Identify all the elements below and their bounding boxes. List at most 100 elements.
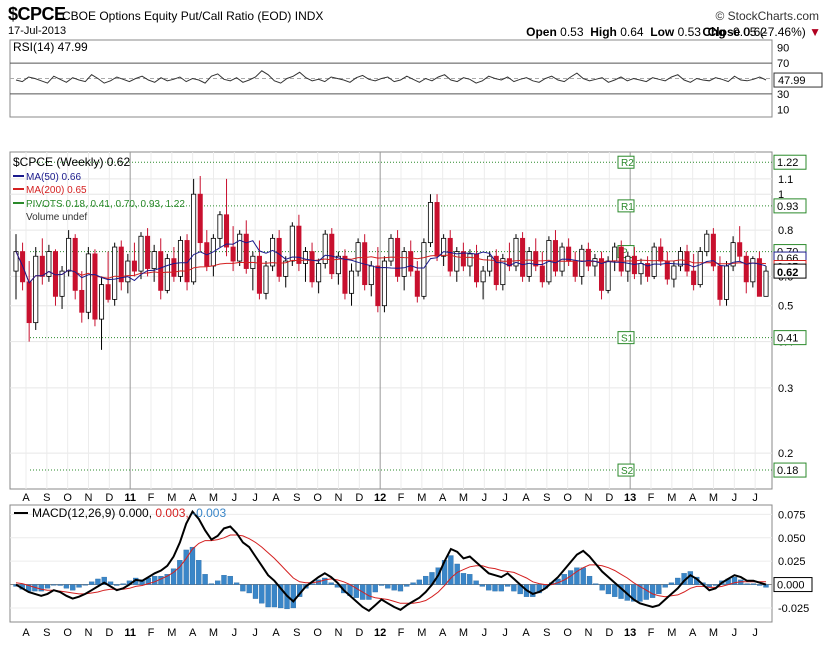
price-x-tick-label: M: [459, 492, 468, 504]
candle-body: [283, 260, 289, 277]
price-legend-title: $CPCE (Weekly) 0.62: [13, 155, 130, 169]
pivot-value-label: 1.22: [777, 157, 798, 169]
macd-hist-bar: [152, 575, 158, 585]
macd-x-tick-label: 11: [124, 627, 136, 639]
macd-x-tick-label: D: [355, 627, 363, 639]
ohlc-summary: Open 0.53 High 0.64 Low 0.53 Close 0.62: [526, 25, 767, 39]
price-x-tick-label: O: [63, 492, 72, 504]
macd-hist-bar: [82, 584, 88, 586]
macd-tick-label: 0.075: [778, 509, 806, 521]
macd-hist-bar: [612, 584, 618, 597]
macd-hist-bar: [378, 584, 385, 586]
close-label: Close: [707, 25, 741, 39]
price-x-tick-label: A: [439, 492, 447, 504]
macd-x-tick-label: A: [22, 627, 30, 639]
price-x-tick-label: J: [732, 492, 738, 504]
chg-value: -0.05 (-7.46%): [729, 25, 806, 39]
macd-hist-bar: [712, 584, 719, 586]
price-tick-label: 0.2: [778, 448, 793, 460]
candle-body: [638, 263, 644, 275]
macd-x-tick-label: F: [148, 627, 155, 639]
macd-hist-bar: [164, 574, 170, 585]
candle-body: [131, 260, 137, 272]
ma50-line: [15, 239, 767, 284]
macd-hist-bar: [586, 575, 593, 585]
macd-last-box: [773, 577, 813, 593]
macd-x-tick-label: J: [732, 627, 738, 639]
price-x-tick-label: J: [252, 492, 258, 504]
macd-x-tick-label: M: [209, 627, 218, 639]
pivot-tag-box: [617, 199, 635, 213]
rsi-series-line: [15, 70, 767, 84]
macd-hist-bar: [492, 584, 498, 592]
macd-signal-line: [15, 534, 766, 604]
macd-hist-bar: [215, 580, 221, 585]
candle-body: [408, 251, 414, 272]
macd-x-tick-label: O: [563, 627, 572, 639]
macd-x-tick-label: 13: [624, 627, 636, 639]
candle-body: [256, 255, 262, 294]
macd-hist-bar: [467, 574, 473, 585]
price-x-tick-label: D: [105, 492, 113, 504]
legend-ma200: MA(200) 0.65: [26, 185, 87, 196]
price-x-tick-label: D: [355, 492, 363, 504]
price-x-tick-label: O: [563, 492, 572, 504]
candle-body: [289, 225, 295, 262]
pivot-tag-label: S2: [621, 466, 634, 477]
candle-body: [691, 270, 697, 286]
candle-body: [618, 246, 624, 272]
macd-hist-bar: [511, 584, 517, 592]
macd-hist-bar: [574, 567, 580, 585]
macd-hist-bar: [158, 575, 164, 585]
candle-body: [414, 270, 420, 297]
macd-hist-bar: [76, 584, 82, 588]
candle-body: [533, 251, 539, 267]
price-x-tick-label: A: [689, 492, 697, 504]
macd-x-tick-label: J: [232, 627, 238, 639]
price-x-tick-label: M: [417, 492, 426, 504]
macd-hist-bar: [322, 577, 328, 585]
candle-body: [493, 255, 499, 286]
candle-body: [704, 233, 710, 252]
macd-hist-bar: [391, 584, 397, 591]
macd-hist-bar: [423, 575, 429, 585]
low-value: 0.53: [677, 25, 701, 39]
macd-hist-bar: [202, 574, 208, 585]
candle-body: [763, 270, 769, 297]
macd-hist-bar: [744, 583, 750, 585]
price-x-tick-label: 11: [124, 492, 136, 504]
price-x-tick-label: A: [22, 492, 30, 504]
candle-body: [171, 258, 177, 277]
macd-hist-bar: [448, 555, 454, 585]
price-x-tick-label: J: [482, 492, 488, 504]
macd-hist-bar: [750, 583, 757, 585]
macd-hist-bar: [656, 584, 662, 595]
pivot-value-label: 0.18: [777, 465, 798, 477]
candle-body: [243, 233, 249, 269]
pivot-value-label: 0.93: [777, 201, 798, 213]
candle-body: [125, 260, 131, 283]
macd-hist-bar: [183, 549, 189, 585]
macd-tick-label: 0.050: [778, 533, 806, 545]
price-x-tick-label: A: [189, 492, 197, 504]
macd-x-tick-label: M: [459, 627, 468, 639]
price-x-tick-label: 12: [374, 492, 386, 504]
candle-body: [197, 193, 203, 244]
rsi-tick-label: 30: [777, 89, 789, 101]
macd-hist-bar: [504, 584, 511, 587]
candle-body: [743, 255, 749, 283]
pivot-value-box: [773, 198, 807, 214]
open-value: 0.53: [560, 25, 584, 39]
macd-hist-bar: [637, 584, 643, 602]
candle-body: [302, 251, 308, 264]
price-x-tick-label: M: [667, 492, 676, 504]
chart-name: CBOE Options Equity Put/Call Ratio (EOD)…: [62, 9, 323, 23]
candle-body: [316, 263, 322, 283]
candle-body: [500, 258, 506, 286]
macd-hist-bar: [668, 582, 675, 585]
down-arrow-icon: ▼: [809, 25, 821, 39]
macd-x-tick-label: O: [63, 627, 72, 639]
candle-body: [217, 214, 223, 239]
candle-body: [92, 253, 98, 320]
candle-body: [585, 248, 591, 267]
